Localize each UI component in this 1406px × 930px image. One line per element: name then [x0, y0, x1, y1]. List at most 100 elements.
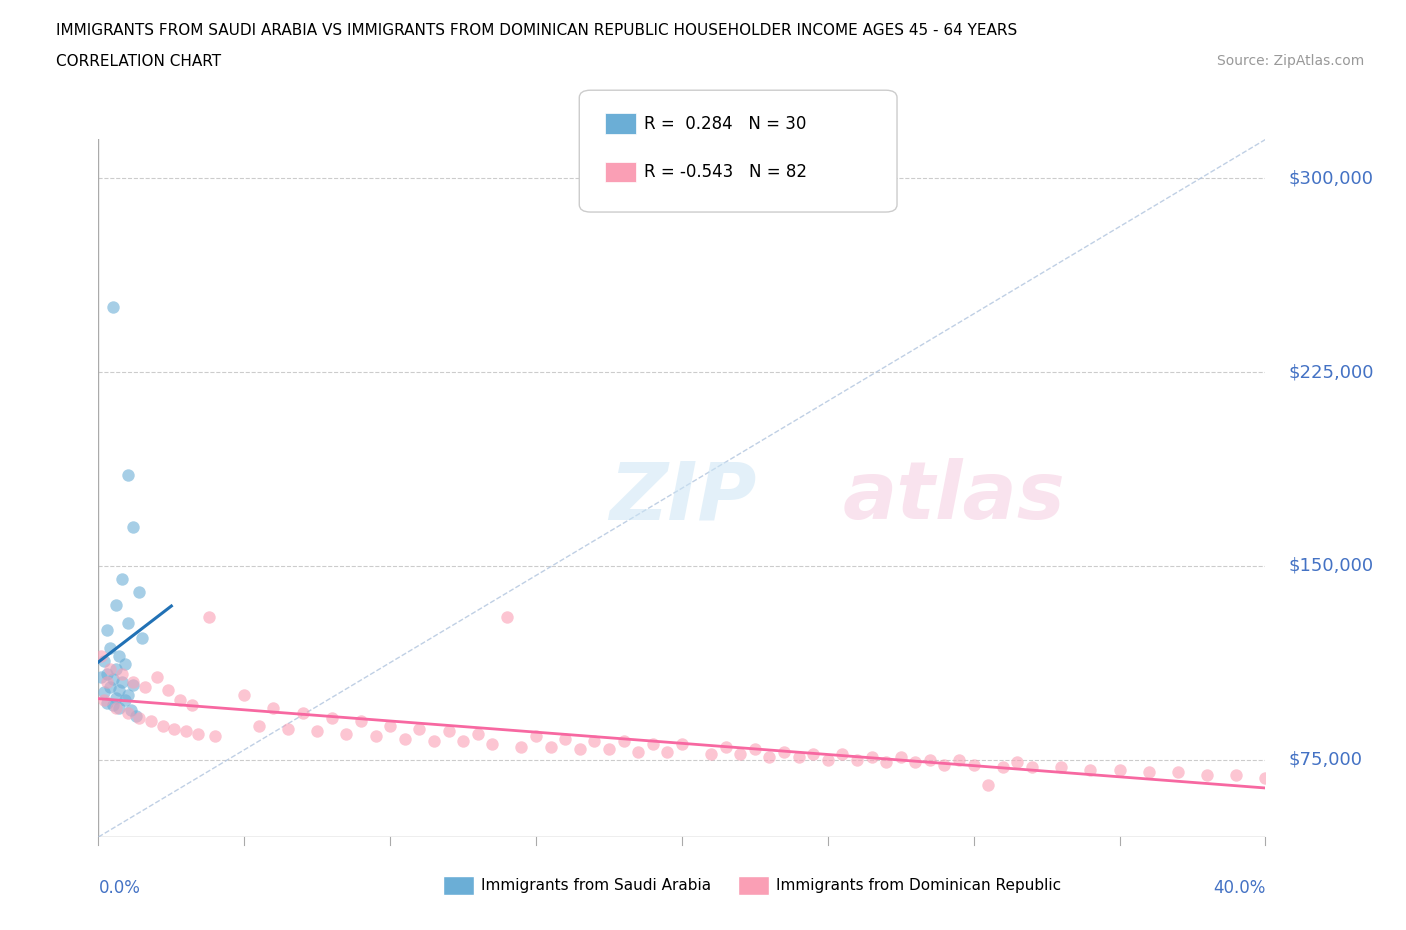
Point: [111, 667, 134, 682]
Point: [93, 693, 115, 708]
Point: [860, 750, 883, 764]
Text: CORRELATION CHART: CORRELATION CHART: [56, 54, 221, 69]
Text: $300,000: $300,000: [1289, 169, 1374, 187]
Point: [1080, 763, 1102, 777]
Point: [128, 584, 150, 599]
Point: [117, 687, 139, 702]
Point: [96, 623, 118, 638]
Point: [1167, 765, 1189, 780]
Point: [962, 757, 984, 772]
Text: R =  0.284   N = 30: R = 0.284 N = 30: [644, 114, 806, 133]
Point: [1021, 760, 1043, 775]
Text: 40.0%: 40.0%: [1213, 879, 1265, 897]
Point: [728, 747, 751, 762]
Point: [101, 300, 124, 315]
Point: [98, 661, 121, 676]
Point: [93, 684, 115, 699]
Point: [104, 690, 127, 705]
Point: [117, 706, 139, 721]
Point: [233, 687, 256, 702]
Point: [948, 752, 970, 767]
Point: [163, 721, 186, 736]
Point: [364, 729, 387, 744]
Point: [540, 739, 562, 754]
Text: ZIP: ZIP: [609, 458, 756, 537]
Point: [1137, 765, 1160, 780]
Point: [700, 747, 723, 762]
Point: [918, 752, 941, 767]
Point: [437, 724, 460, 738]
Point: [108, 649, 131, 664]
Point: [495, 610, 517, 625]
Text: atlas: atlas: [842, 458, 1066, 537]
Point: [104, 661, 127, 676]
Point: [583, 734, 606, 749]
Point: [787, 750, 810, 764]
Point: [568, 742, 591, 757]
Text: Immigrants from Dominican Republic: Immigrants from Dominican Republic: [776, 878, 1062, 893]
Point: [101, 672, 124, 687]
Point: [108, 683, 131, 698]
Point: [90, 670, 112, 684]
Point: [1050, 760, 1073, 775]
Point: [114, 657, 136, 671]
Point: [423, 734, 446, 749]
Text: IMMIGRANTS FROM SAUDI ARABIA VS IMMIGRANTS FROM DOMINICAN REPUBLIC HOUSEHOLDER I: IMMIGRANTS FROM SAUDI ARABIA VS IMMIGRAN…: [56, 23, 1018, 38]
Text: Source: ZipAtlas.com: Source: ZipAtlas.com: [1216, 54, 1364, 68]
Point: [139, 713, 162, 728]
Point: [467, 726, 489, 741]
Point: [104, 597, 127, 612]
Point: [277, 721, 299, 736]
Point: [1254, 770, 1277, 785]
Point: [378, 719, 402, 734]
Point: [128, 711, 150, 725]
Point: [641, 737, 664, 751]
Point: [408, 721, 430, 736]
Point: [744, 742, 766, 757]
Point: [524, 729, 547, 744]
Point: [125, 708, 148, 723]
Point: [169, 693, 191, 708]
Point: [152, 719, 174, 734]
Point: [96, 667, 118, 682]
Point: [1225, 767, 1247, 782]
Text: Immigrants from Saudi Arabia: Immigrants from Saudi Arabia: [481, 878, 711, 893]
Point: [934, 757, 956, 772]
Point: [671, 737, 693, 751]
Point: [98, 641, 121, 656]
Point: [117, 615, 139, 630]
Point: [335, 726, 357, 741]
Point: [817, 752, 839, 767]
Text: R = -0.543   N = 82: R = -0.543 N = 82: [644, 163, 807, 181]
Point: [612, 734, 634, 749]
Text: $75,000: $75,000: [1289, 751, 1362, 768]
Text: $150,000: $150,000: [1289, 557, 1374, 575]
Point: [845, 752, 868, 767]
Point: [262, 700, 284, 715]
Point: [904, 754, 927, 769]
Point: [114, 693, 136, 708]
Point: [977, 777, 1000, 792]
Point: [180, 698, 202, 712]
Point: [96, 674, 118, 689]
Point: [1007, 754, 1029, 769]
Point: [831, 747, 853, 762]
Point: [481, 737, 503, 751]
Point: [104, 700, 127, 715]
Point: [117, 468, 139, 483]
Point: [801, 747, 824, 762]
Point: [291, 706, 314, 721]
Point: [90, 649, 112, 664]
Point: [451, 734, 474, 749]
Point: [875, 754, 897, 769]
Point: [174, 724, 197, 738]
Point: [991, 760, 1014, 775]
Point: [204, 729, 226, 744]
Point: [101, 698, 124, 712]
Point: [146, 670, 169, 684]
Point: [122, 677, 145, 692]
Point: [510, 739, 533, 754]
Point: [98, 680, 121, 695]
Text: $225,000: $225,000: [1289, 363, 1374, 381]
Text: 0.0%: 0.0%: [98, 879, 141, 897]
